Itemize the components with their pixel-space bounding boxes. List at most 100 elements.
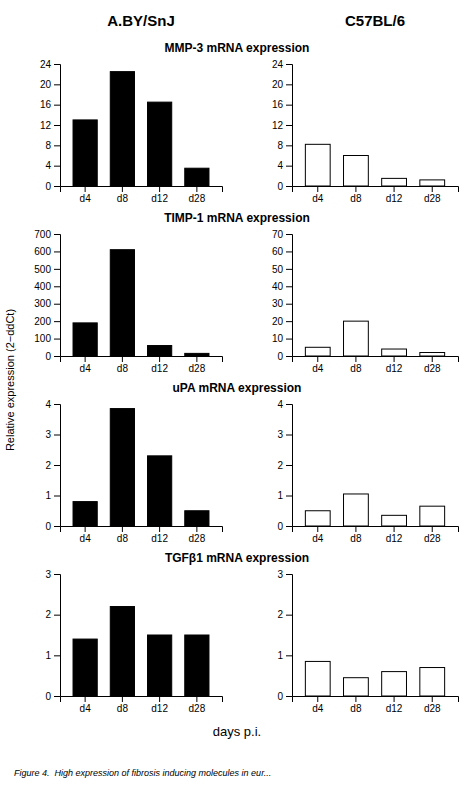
- x-tick: d28: [424, 696, 441, 714]
- tick-mark: [85, 186, 86, 192]
- y-tick: 0: [45, 181, 60, 192]
- tick-label: 600: [34, 246, 51, 257]
- y-tick: 0: [45, 521, 60, 532]
- tick-mark: [54, 125, 60, 126]
- tick-label: 12: [40, 120, 52, 131]
- tick-label: d28: [189, 533, 206, 544]
- bars: [305, 494, 444, 526]
- tick-mark: [85, 356, 86, 362]
- panel: 0100200300400500600700d4d8d12d28: [34, 229, 222, 374]
- tick-mark: [286, 615, 292, 616]
- chart-title: MMP-3 mRNA expression: [165, 41, 310, 55]
- x-tick: d12: [386, 186, 403, 204]
- tick-label: 20: [272, 316, 284, 327]
- y-tick: 30: [272, 298, 292, 309]
- x-axis: d4d8d12d28: [61, 526, 223, 544]
- bar: [305, 511, 330, 526]
- tick-mark: [122, 356, 123, 362]
- tick-mark: [394, 356, 395, 362]
- bar: [344, 678, 369, 696]
- bar: [305, 347, 330, 356]
- column-header: C57BL/6: [345, 12, 405, 29]
- tick-mark: [54, 321, 60, 322]
- tick-label: 30: [272, 298, 284, 309]
- bars: [73, 409, 209, 526]
- axis-line: [293, 187, 459, 193]
- y-tick: 1: [277, 490, 292, 501]
- tick-label: d12: [386, 363, 403, 374]
- y-tick: 4: [277, 399, 292, 410]
- x-axis: d4d8d12d28: [293, 696, 459, 714]
- tick-label: 1: [277, 490, 283, 501]
- panel: 0123d4d8d12d28: [277, 569, 458, 714]
- tick-mark: [54, 496, 60, 497]
- tick-label: d8: [117, 193, 129, 204]
- y-tick: 24: [272, 59, 292, 70]
- tick-label: d4: [312, 363, 324, 374]
- bar: [420, 506, 445, 526]
- bar: [110, 72, 134, 186]
- bar: [344, 156, 369, 187]
- y-axis: 01234: [277, 399, 292, 532]
- y-tick: 40: [272, 281, 292, 292]
- y-axis: 01234: [45, 399, 60, 532]
- tick-mark: [286, 655, 292, 656]
- bar: [344, 321, 369, 356]
- y-tick: 500: [34, 264, 60, 275]
- tick-mark: [54, 286, 60, 287]
- panel: 010203040506070d4d8d12d28: [272, 229, 459, 374]
- tick-mark: [54, 655, 60, 656]
- x-axis: d4d8d12d28: [61, 696, 223, 714]
- tick-mark: [54, 574, 60, 575]
- tick-mark: [286, 356, 292, 357]
- x-tick: d28: [424, 526, 441, 544]
- tick-mark: [54, 615, 60, 616]
- bar: [305, 661, 330, 696]
- tick-mark: [432, 526, 433, 532]
- y-tick: 20: [40, 79, 60, 90]
- bar: [110, 250, 134, 356]
- y-tick: 60: [272, 246, 292, 257]
- y-tick: 8: [277, 140, 292, 151]
- tick-label: d28: [189, 193, 206, 204]
- bar: [185, 168, 209, 186]
- y-tick: 100: [34, 333, 60, 344]
- tick-label: 24: [40, 59, 52, 70]
- x-axis: d4d8d12d28: [61, 186, 223, 204]
- x-tick: d4: [312, 186, 324, 204]
- tick-mark: [159, 526, 160, 532]
- y-tick: 1: [45, 490, 60, 501]
- x-tick: d4: [312, 696, 324, 714]
- y-tick: 4: [45, 399, 60, 410]
- x-tick: d12: [151, 696, 168, 714]
- tick-mark: [286, 574, 292, 575]
- tick-label: d8: [350, 533, 362, 544]
- tick-mark: [286, 145, 292, 146]
- y-tick: 16: [40, 99, 60, 110]
- bars: [73, 72, 209, 186]
- bar: [382, 349, 407, 356]
- bar: [382, 672, 407, 696]
- caption: Figure 4. High expression of fibrosis in…: [14, 768, 271, 778]
- x-axis: d4d8d12d28: [293, 356, 459, 374]
- tick-label: 20: [40, 79, 52, 90]
- tick-label: 24: [272, 59, 284, 70]
- tick-mark: [394, 696, 395, 702]
- tick-label: 1: [45, 490, 51, 501]
- y-tick: 8: [45, 140, 60, 151]
- x-tick: d12: [151, 186, 168, 204]
- column-header: A.BY/SnJ: [107, 12, 175, 29]
- tick-label: 4: [45, 399, 51, 410]
- tick-label: 70: [272, 229, 284, 240]
- tick-mark: [317, 186, 318, 192]
- tick-label: d8: [350, 363, 362, 374]
- x-tick: d28: [424, 186, 441, 204]
- tick-mark: [122, 186, 123, 192]
- tick-mark: [317, 526, 318, 532]
- tick-label: 3: [45, 569, 51, 580]
- tick-mark: [286, 269, 292, 270]
- tick-mark: [286, 186, 292, 187]
- tick-mark: [122, 526, 123, 532]
- tick-mark: [196, 186, 197, 192]
- tick-mark: [286, 321, 292, 322]
